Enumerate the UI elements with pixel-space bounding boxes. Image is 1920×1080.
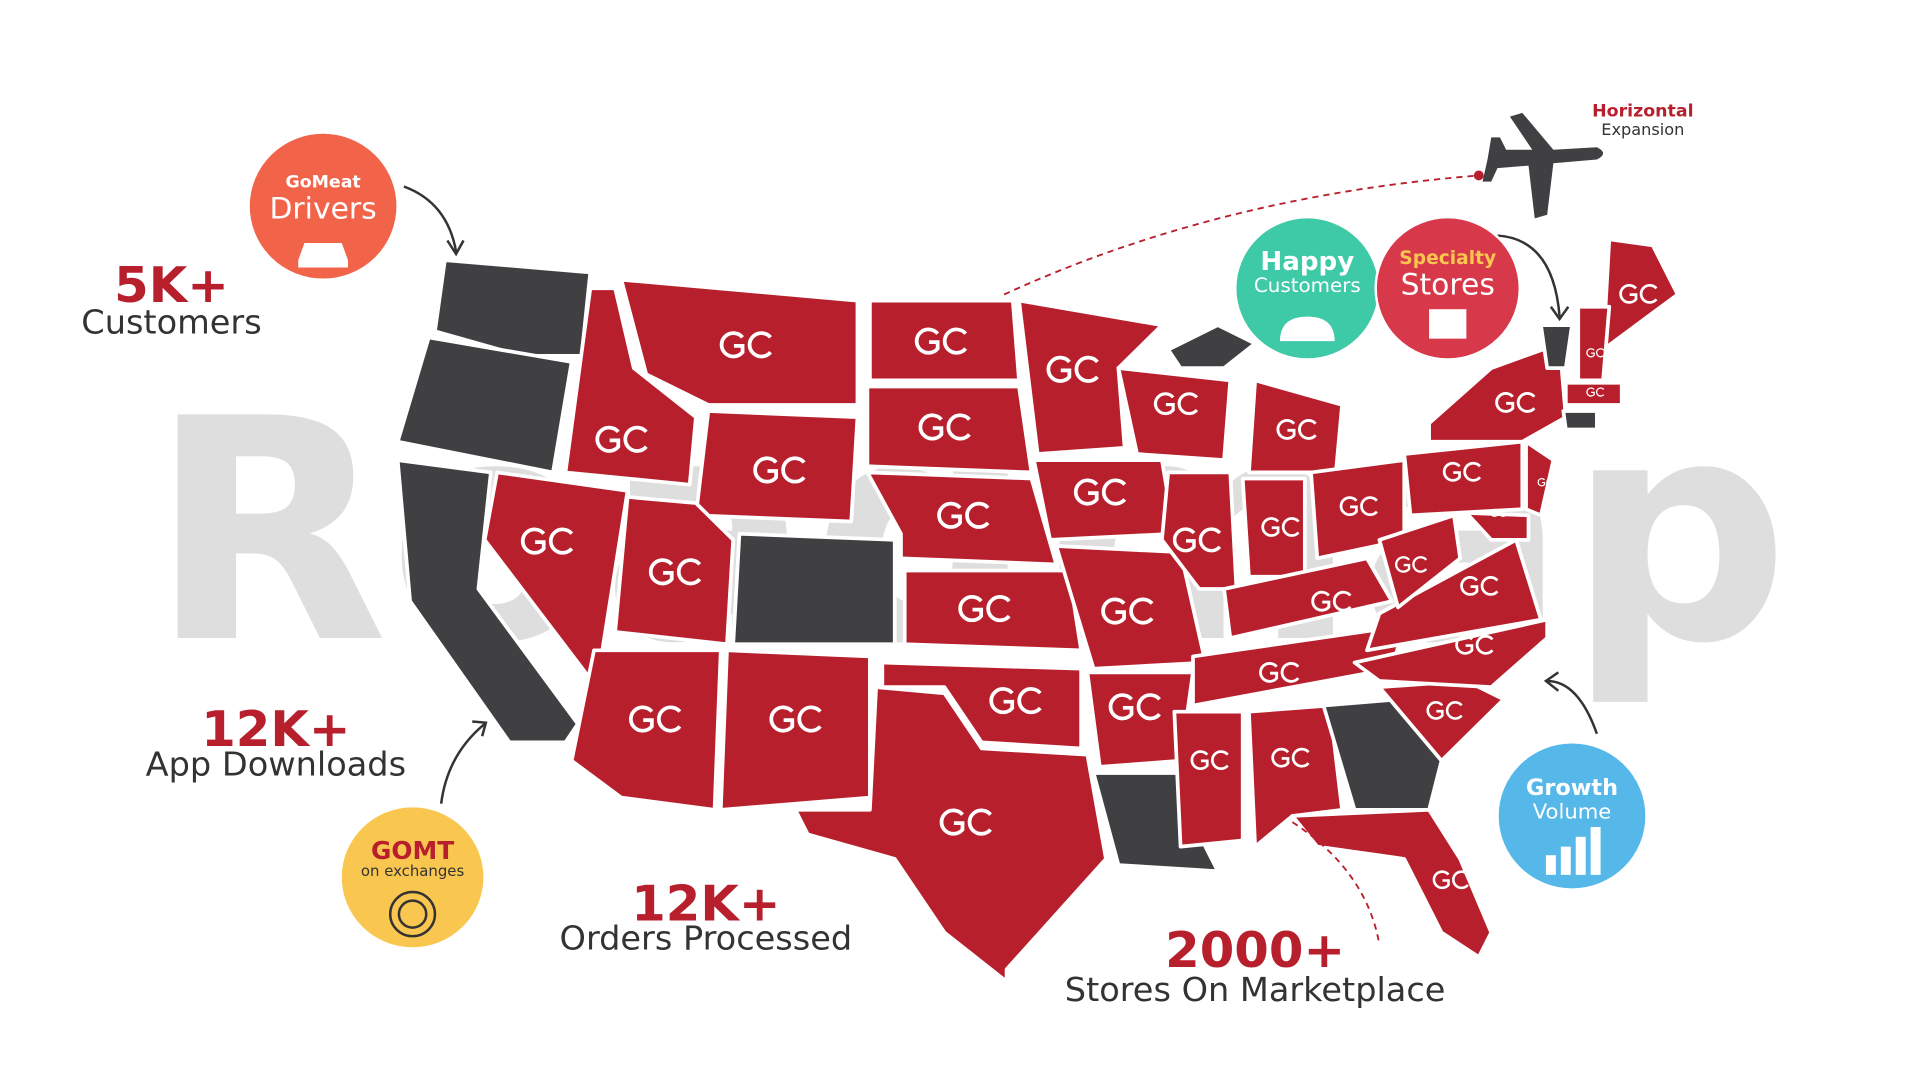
badge-title: Happy: [1260, 247, 1354, 277]
stat-value: 12K+: [631, 875, 780, 933]
badge-title: GoMeat: [285, 173, 360, 193]
plane-icon: [1482, 112, 1604, 219]
badge-subtitle: on exchanges: [361, 863, 464, 880]
us-map: [395, 237, 1680, 984]
stat-label: App Downloads: [146, 745, 406, 784]
badges: GoMeat Drivers Happy Customers Specialty…: [247, 131, 1648, 950]
badge-title: Growth: [1526, 775, 1618, 801]
stat-label: Orders Processed: [560, 919, 853, 958]
stat-label: Customers: [81, 303, 261, 342]
badge-subtitle: Stores: [1401, 267, 1495, 302]
stat-value: 2000+: [1165, 921, 1345, 979]
badge-title: Specialty: [1399, 248, 1496, 269]
stat-value: 12K+: [201, 700, 350, 758]
stat-value: 5K+: [114, 256, 229, 314]
badge-subtitle: Drivers: [269, 191, 376, 226]
expansion-subtitle: Expansion: [1601, 120, 1684, 139]
badge-title: GOMT: [371, 836, 454, 865]
stat-label: Stores On Marketplace: [1065, 970, 1446, 1009]
badge-subtitle: Customers: [1254, 274, 1361, 297]
stats: 5K+ Customers 12K+ App Downloads 12K+ Or…: [81, 256, 1445, 1009]
expansion-title: Horizontal: [1592, 102, 1693, 122]
connectors: [403, 170, 1599, 945]
canvas: Roadmap: [81, 102, 1789, 1010]
badge-subtitle: Volume: [1533, 800, 1612, 824]
